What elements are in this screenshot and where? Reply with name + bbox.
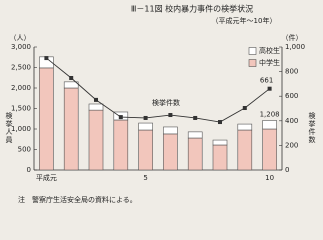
bar-segment (187, 137, 203, 171)
y-tick-label: 1,000 (11, 125, 31, 133)
y2-tick-label: 400 (285, 117, 298, 125)
bar-segment (113, 119, 129, 171)
y-tick-label: 1,500 (11, 105, 31, 113)
y2-tick-label: 200 (285, 141, 298, 149)
bar-segment (63, 87, 79, 171)
bar-segment (88, 103, 104, 111)
bar-segment (212, 144, 228, 171)
line (46, 57, 270, 123)
y-tick-label: 500 (18, 146, 31, 154)
line-marker (94, 97, 98, 102)
line-marker (218, 120, 222, 125)
bar-segment (138, 129, 153, 171)
line-label: 検挙件数 (152, 98, 180, 107)
chart-title: Ⅲ－11図 校内暴力事件の検挙状況 (131, 4, 253, 14)
y2-unit: （件） (282, 33, 303, 42)
x-tick-label: 5 (143, 174, 147, 182)
y2-tick-label: 600 (285, 92, 298, 100)
bar-segment (63, 81, 79, 89)
legend-label: 高校生 (259, 46, 280, 55)
y-tick-label: 3,000 (11, 43, 31, 51)
y-tick-label: 2,500 (11, 64, 31, 72)
line-marker (143, 115, 148, 120)
line-marker (118, 115, 123, 120)
note: 注 警察庁生活安全局の資料による。 (18, 195, 137, 204)
bar-segment (212, 139, 228, 146)
chart: Ⅲ－11図 校内暴力事件の検挙状況 （平成元年～10年） （人） （件） 検挙人… (5, 4, 316, 205)
y2-tick-label: 800 (285, 68, 298, 76)
bar-segment (187, 131, 203, 139)
bar-segment (237, 123, 253, 131)
line-marker (44, 56, 49, 61)
line-marker (193, 115, 198, 120)
bar-segment (262, 128, 277, 171)
legend-label: 中学生 (259, 58, 280, 67)
x-tick-label: 平成元 (36, 173, 57, 182)
bar-segment (138, 122, 153, 131)
y2-tick-label: 1,000 (285, 43, 305, 51)
bar-segment (39, 67, 54, 171)
line-value-label: 661 (260, 77, 273, 85)
x-tick-label: 10 (265, 174, 274, 182)
line-marker (69, 75, 74, 80)
bar-segment (163, 126, 178, 135)
y-tick-label: 0 (27, 166, 31, 174)
bar-segment (262, 120, 277, 130)
line-marker (168, 113, 173, 118)
bar-segment (237, 129, 253, 171)
y2-axis-title: 検挙件数 (308, 111, 316, 144)
y-unit: （人） (10, 34, 31, 42)
bar-segment (163, 133, 178, 171)
line-marker (267, 86, 272, 91)
page: Ⅲ－11図 校内暴力事件の検挙状況 （平成元年～10年） （人） （件） 検挙人… (5, 3, 316, 205)
y-tick-label: 2,000 (11, 84, 31, 92)
y-axis-title: 検挙人員 (5, 111, 13, 144)
y2-tick-label: 0 (285, 166, 289, 174)
bar-segment (88, 109, 104, 171)
total-label: 1,208 (260, 110, 280, 118)
legend-swatch (248, 59, 257, 67)
chart-subtitle: （平成元年～10年） (212, 16, 277, 25)
line-marker (242, 106, 247, 111)
legend-swatch (248, 47, 257, 55)
